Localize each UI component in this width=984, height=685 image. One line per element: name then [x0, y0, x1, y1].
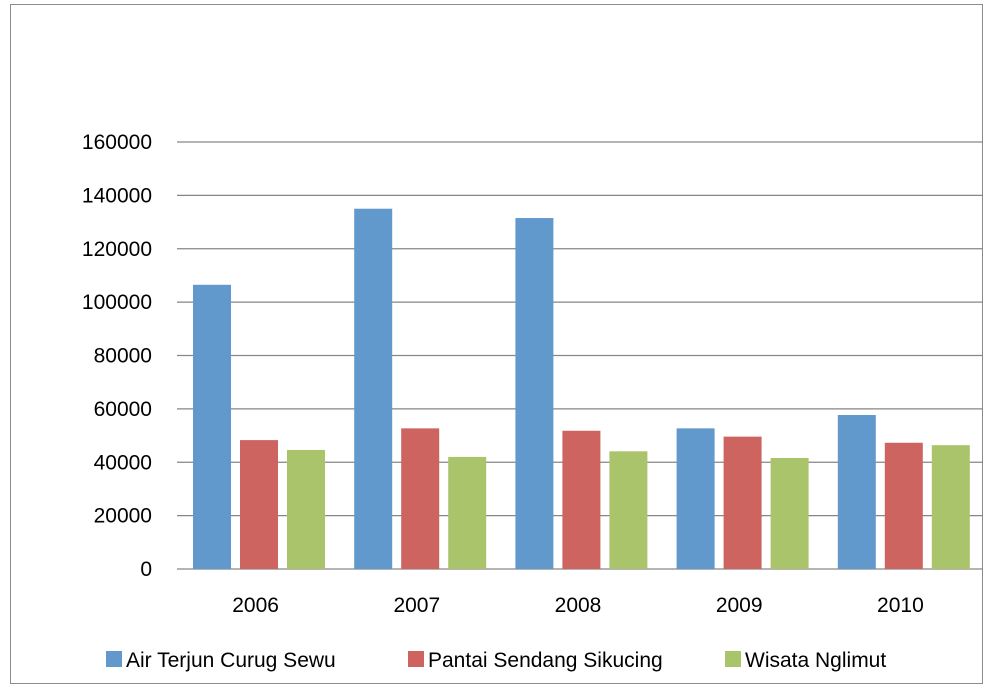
bar [515, 218, 554, 569]
bar [770, 457, 809, 569]
bar [193, 284, 231, 569]
bar [676, 428, 715, 569]
legend-swatch [408, 651, 424, 667]
y-tick-label: 60000 [94, 398, 152, 421]
legend-swatch [106, 651, 122, 667]
bar [837, 415, 876, 569]
x-axis-ticks: 2006 2007 2008 2009 2010 [232, 594, 924, 617]
bar [287, 449, 325, 569]
x-tick-label: 2007 [393, 594, 440, 617]
bar [609, 451, 648, 569]
y-tick-label: 20000 [94, 505, 152, 528]
y-axis-ticks: 0 20000 40000 60000 80000 100000 120000 140000 1… [82, 131, 152, 581]
bar [723, 436, 762, 569]
bar [884, 442, 923, 569]
y-tick-label: 80000 [94, 345, 152, 368]
bar [448, 456, 487, 569]
legend-label: Pantai Sendang Sikucing [428, 649, 663, 672]
x-tick-label: 2006 [232, 594, 279, 617]
x-tick-label: 2010 [877, 594, 924, 617]
legend-swatch [725, 651, 741, 667]
x-tick-label: 2009 [716, 594, 763, 617]
legend-label: Wisata Nglimut [745, 649, 886, 672]
bar [401, 428, 440, 569]
legend-label: Air Terjun Curug Sewu [126, 649, 336, 672]
bar [354, 208, 393, 569]
y-tick-label: 160000 [82, 131, 152, 154]
y-tick-label: 40000 [94, 451, 152, 474]
chart-frame [10, 4, 983, 684]
y-tick-label: 100000 [82, 291, 152, 314]
bar [562, 430, 601, 569]
y-tick-label: 140000 [82, 184, 152, 207]
legend: Air Terjun Curug Sewu Pantai Sendang Siku… [106, 649, 886, 672]
bar [240, 440, 278, 569]
bar [931, 445, 970, 569]
y-tick-label: 0 [140, 558, 152, 581]
y-tick-label: 120000 [82, 238, 152, 261]
x-tick-label: 2008 [555, 594, 602, 617]
bars [193, 208, 970, 569]
